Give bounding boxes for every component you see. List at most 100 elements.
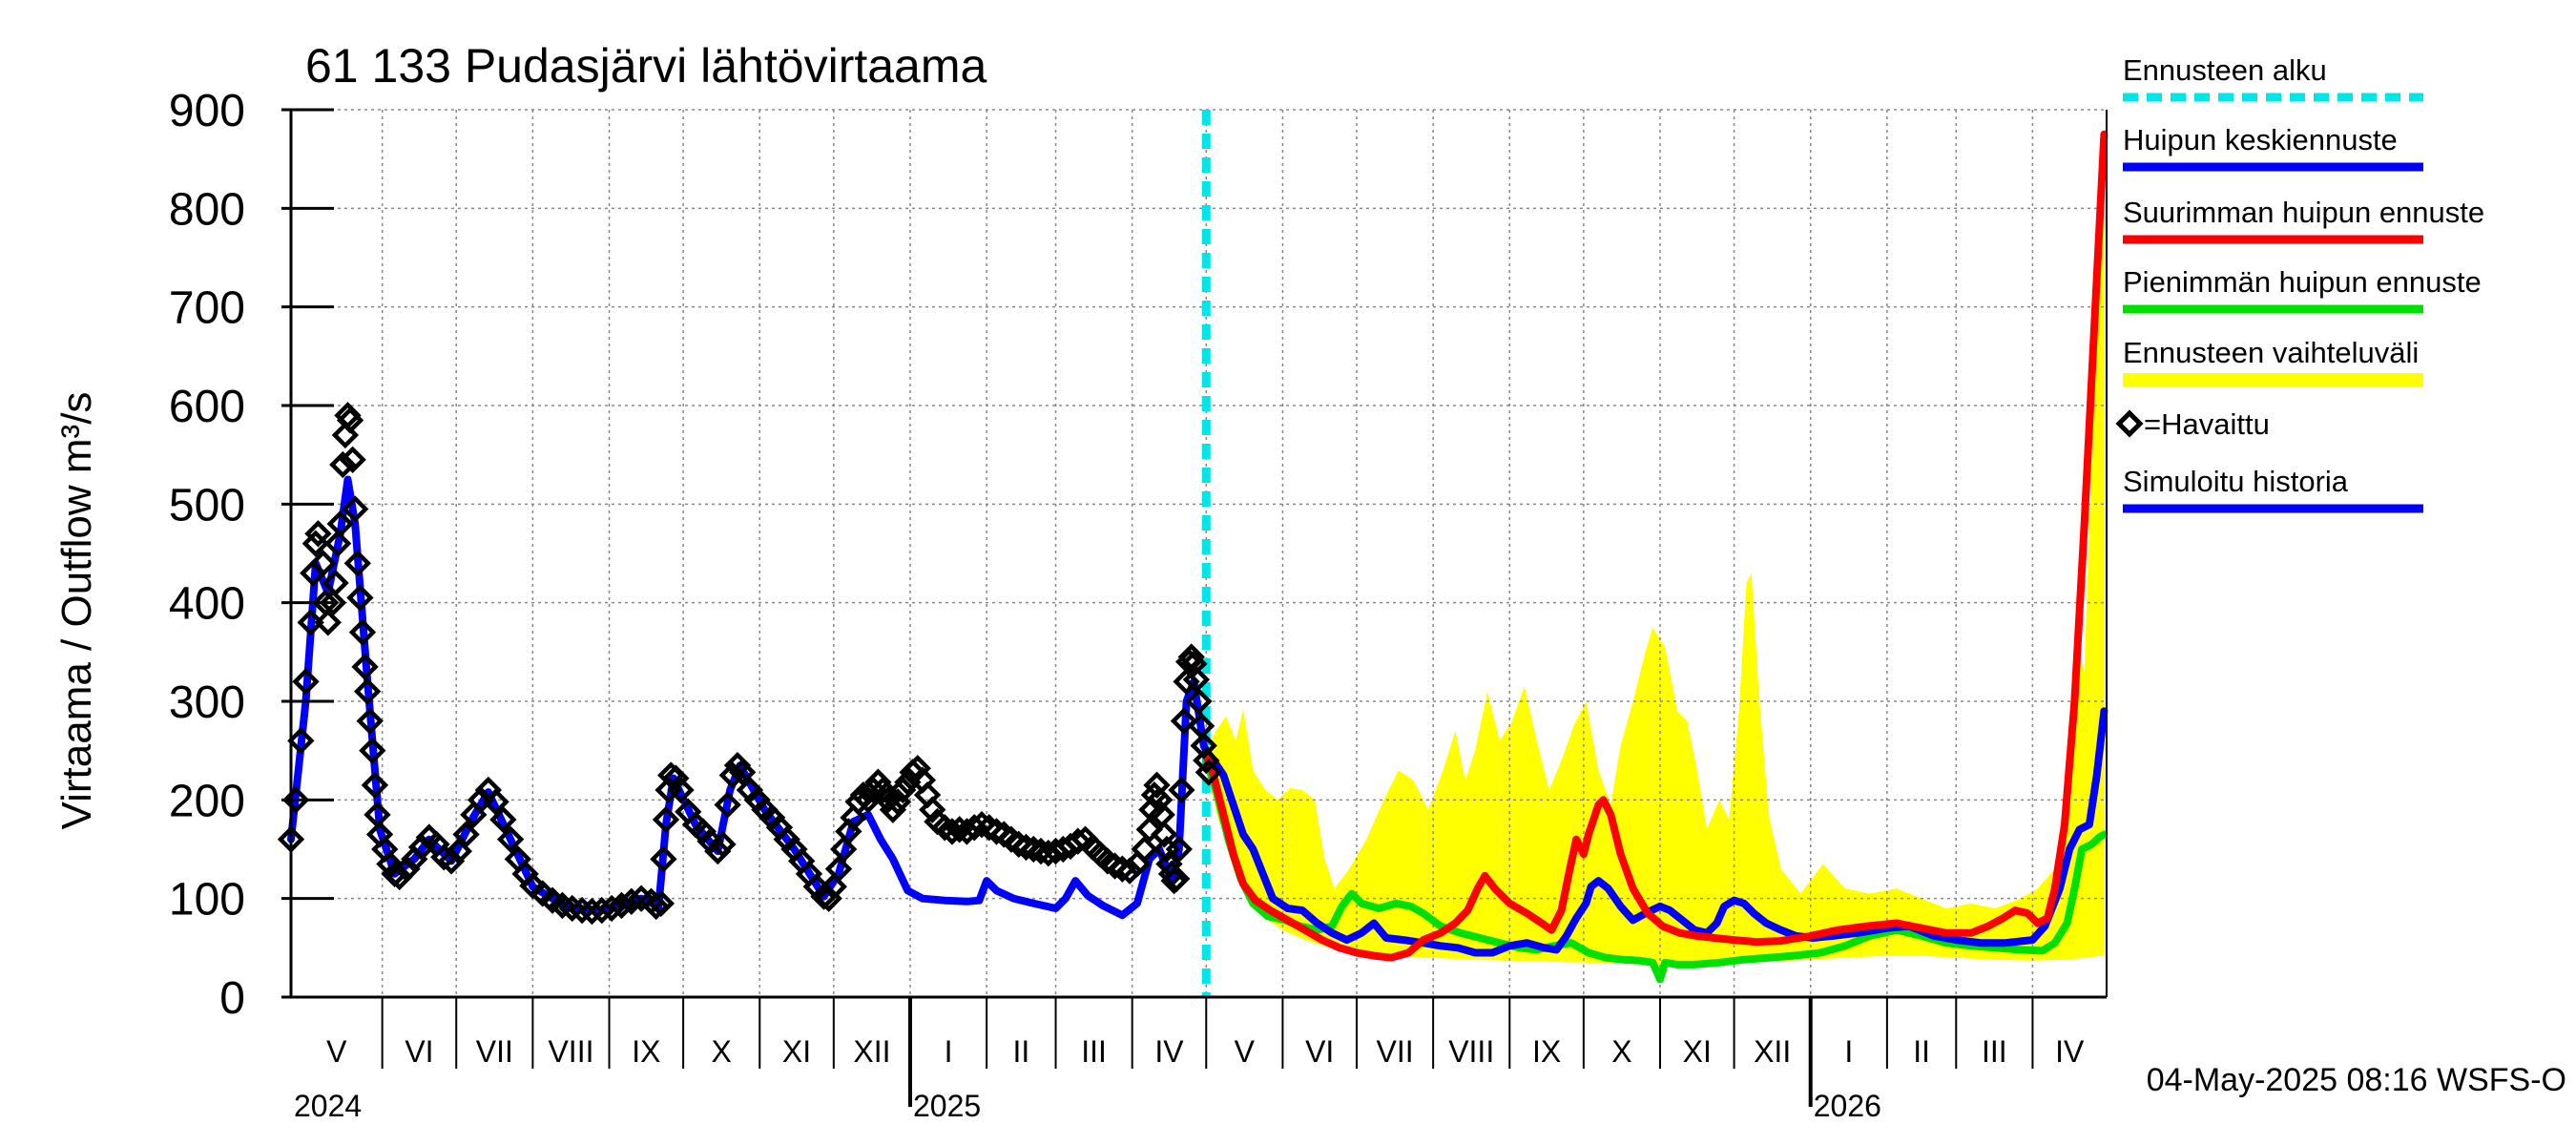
observed-point	[489, 805, 517, 834]
month-label: VII	[476, 1034, 513, 1069]
observed-point	[287, 727, 315, 755]
observed-point	[617, 887, 645, 915]
observed-point	[1064, 827, 1091, 855]
observed-point	[904, 755, 931, 782]
footer-timestamp: 04-May-2025 08:16 WSFS-O	[2147, 1062, 2566, 1098]
y-axis-label: Virtaama / Outflow m³/s	[53, 392, 100, 830]
observed-point	[342, 495, 369, 523]
observed-point	[1170, 707, 1198, 735]
legend-label: Suurimman huipun ennuste	[2123, 196, 2484, 229]
month-label: IX	[632, 1034, 660, 1069]
y-tick-label: 700	[169, 283, 245, 334]
observed-point	[1195, 759, 1223, 786]
observed-point	[662, 764, 690, 792]
observed-point	[319, 589, 347, 616]
observed-point	[322, 569, 349, 597]
observed-point	[1131, 835, 1158, 864]
observed-point	[588, 896, 615, 925]
observed-point	[351, 653, 379, 681]
y-tick-label: 300	[169, 677, 245, 728]
legend-marker-icon	[2115, 409, 2144, 438]
month-label: III	[1982, 1034, 2007, 1069]
observed-point	[1145, 786, 1174, 814]
y-tick-label: 0	[219, 973, 245, 1024]
forecast-range-band	[1206, 149, 2105, 965]
month-label: I	[1844, 1034, 1853, 1069]
year-label: 2026	[1814, 1089, 1881, 1123]
month-label: V	[326, 1034, 347, 1069]
observed-point	[437, 847, 466, 875]
legend-label: Simuloitu historia	[2123, 465, 2349, 498]
series-line-suurimman-huipun-ennuste	[1202, 130, 2109, 962]
observed-point	[1168, 776, 1195, 804]
y-tick-label: 200	[169, 776, 245, 826]
observed-point	[597, 894, 626, 923]
observed-point	[1173, 668, 1200, 696]
observed-point	[1193, 746, 1220, 775]
observed-point	[889, 776, 917, 804]
month-label: XII	[1754, 1034, 1791, 1069]
observed-point	[452, 821, 480, 848]
month-label: X	[712, 1034, 732, 1069]
observed-point	[829, 835, 858, 864]
observed-point	[1151, 821, 1178, 848]
legend-label: =Havaittu	[2144, 407, 2270, 441]
observed-point	[281, 786, 310, 814]
observed-point	[1101, 852, 1129, 880]
legend: Ennusteen alku Huipun keskiennuste Suurimm…	[2115, 53, 2484, 513]
observed-point	[869, 776, 897, 804]
month-label: XI	[1683, 1034, 1712, 1069]
observed-point	[292, 668, 320, 696]
observed-point	[824, 855, 853, 883]
observed-point	[820, 873, 848, 901]
observed-point	[667, 776, 695, 804]
legend-label: Pienimmän huipun ennuste	[2123, 265, 2482, 299]
observed-point	[1165, 835, 1194, 864]
observed-point	[297, 609, 324, 636]
observed-point	[919, 796, 946, 823]
observed-point	[860, 776, 887, 804]
month-label: II	[1012, 1034, 1029, 1069]
observed-point	[983, 818, 1010, 845]
observed-point	[1012, 833, 1040, 862]
observed-point	[323, 530, 352, 557]
legend-label: Ennusteen vaihteluväli	[2123, 336, 2419, 369]
y-tick-label: 400	[169, 579, 245, 630]
observed-point	[1190, 732, 1217, 760]
month-label: V	[1235, 1034, 1256, 1069]
observed-point	[608, 891, 635, 920]
legend-label: Huipun keskiennuste	[2123, 123, 2398, 156]
month-label: XI	[782, 1034, 811, 1069]
legend-swatch	[2123, 373, 2423, 386]
observed-point	[844, 788, 872, 816]
observed-point	[309, 550, 337, 577]
observed-point	[728, 759, 757, 786]
observed-point	[336, 406, 364, 434]
month-label: VIII	[1448, 1034, 1494, 1069]
legend-label: Ennusteen alku	[2123, 53, 2327, 87]
month-label: XII	[853, 1034, 890, 1069]
observed-point	[1135, 816, 1163, 843]
observed-point	[1163, 864, 1191, 893]
y-tick-label: 600	[169, 382, 245, 432]
observed-point	[339, 446, 366, 474]
y-tick-label: 500	[169, 480, 245, 531]
observed-point	[482, 788, 509, 816]
observed-point	[879, 796, 907, 823]
month-label: IX	[1532, 1034, 1561, 1069]
observed-point	[1020, 835, 1048, 864]
month-label: I	[945, 1034, 953, 1069]
series-line-pienimm-n-huipun-ennuste	[1202, 757, 2109, 984]
observed-point	[704, 837, 732, 865]
month-label: VIII	[548, 1034, 593, 1069]
month-label: VII	[1376, 1034, 1413, 1069]
observed-markers	[277, 402, 1223, 926]
observed-point	[343, 550, 371, 577]
observed-point	[709, 830, 737, 859]
observed-point	[329, 450, 357, 479]
y-tick-label: 800	[169, 184, 245, 235]
observed-point	[348, 618, 377, 646]
